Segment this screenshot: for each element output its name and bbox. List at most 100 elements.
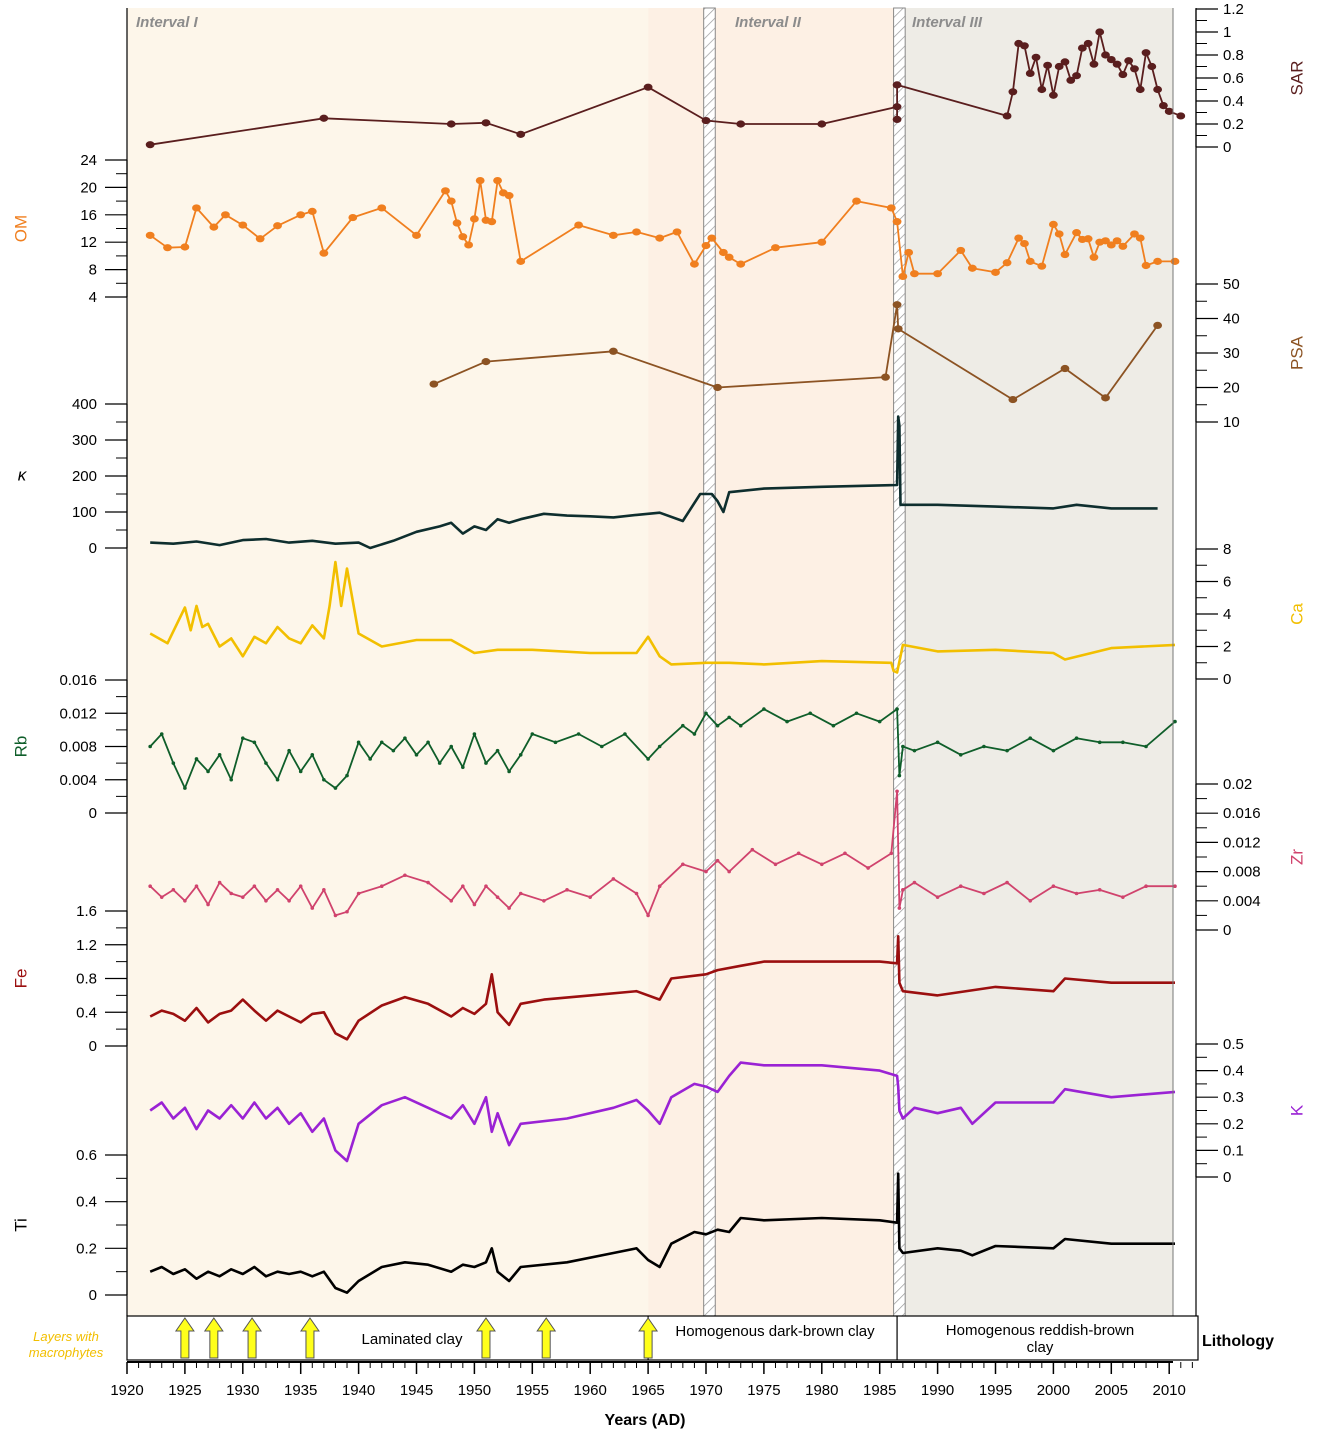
tick-label-ca: 6 <box>1223 574 1231 591</box>
data-point-zr <box>172 888 176 892</box>
data-point-rb <box>496 749 500 753</box>
x-axis: 1920 1925 1930 1935 1940 1945 1950 1955 1960 1965… <box>110 1362 1192 1429</box>
data-point-om <box>893 218 902 225</box>
tick-label-sar: 0.6 <box>1223 70 1244 87</box>
data-point-rb <box>1098 741 1102 745</box>
data-point-om <box>192 204 201 211</box>
data-point-rb <box>901 745 905 749</box>
tick-label-zr: 0.012 <box>1223 834 1261 851</box>
data-point-sar <box>893 81 902 88</box>
series-label-zr: Zr <box>1287 849 1306 865</box>
data-point-rb <box>716 724 720 728</box>
data-point-zr <box>218 881 222 885</box>
data-point-zr <box>1121 895 1125 899</box>
data-point-om <box>1171 258 1180 265</box>
data-point-sar <box>893 116 902 123</box>
x-tick-label: 1965 <box>631 1382 664 1399</box>
data-point-zr <box>898 906 902 910</box>
data-point-sar <box>516 131 525 138</box>
data-point-rb <box>693 732 697 736</box>
data-point-rb <box>507 770 511 774</box>
data-point-rb <box>600 745 604 749</box>
data-point-zr <box>588 895 592 899</box>
data-point-zr <box>843 852 847 856</box>
axis-om: 4812162024OM <box>11 152 127 306</box>
data-point-rb <box>878 720 882 724</box>
data-point-sar <box>447 120 456 127</box>
data-point-zr <box>426 881 430 885</box>
data-point-zr <box>901 888 905 892</box>
data-point-om <box>707 234 716 241</box>
axis-k: 00.10.20.30.40.5K <box>1196 1036 1306 1186</box>
data-point-rb <box>310 753 314 757</box>
data-point-zr <box>380 884 384 888</box>
data-point-om <box>968 265 977 272</box>
data-point-rb <box>148 745 152 749</box>
tick-label-k: 0 <box>1223 1169 1231 1186</box>
data-point-sar <box>1090 61 1099 68</box>
data-point-zr <box>704 870 708 874</box>
data-point-sar <box>1147 63 1156 70</box>
data-point-sar <box>1136 86 1145 93</box>
data-point-rb <box>855 711 859 715</box>
lithology-unit-1: Laminated clay <box>362 1331 463 1348</box>
data-point-om <box>933 270 942 277</box>
data-point-rb <box>959 753 963 757</box>
data-point-om <box>181 243 190 250</box>
data-point-rb <box>1173 720 1177 724</box>
data-point-rb <box>681 724 685 728</box>
data-point-zr <box>1052 884 1056 888</box>
data-point-zr <box>959 884 963 888</box>
data-point-om <box>1142 262 1151 269</box>
data-point-zr <box>496 895 500 899</box>
data-point-om <box>377 204 386 211</box>
data-point-zr <box>751 848 755 852</box>
data-point-zr <box>889 852 893 856</box>
axis-kappa: 0 100 200 300 400 κ <box>18 396 127 557</box>
tick-label-ca: 0 <box>1223 671 1231 688</box>
data-point-psa <box>482 358 491 365</box>
data-point-zr <box>160 895 164 899</box>
series-label-psa: PSA <box>1287 335 1306 370</box>
x-tick-label: 1920 <box>110 1382 143 1399</box>
data-point-om <box>991 269 1000 276</box>
data-point-om <box>1113 237 1122 244</box>
data-point-rb <box>160 732 164 736</box>
tick-label-kappa: 100 <box>72 504 97 521</box>
data-point-zr <box>183 899 187 903</box>
data-point-rb <box>206 770 210 774</box>
x-tick-label: 1940 <box>342 1382 375 1399</box>
tick-label-rb: 0.004 <box>59 772 97 789</box>
data-point-zr <box>229 892 233 896</box>
data-point-psa <box>713 384 722 391</box>
data-point-rb <box>473 732 477 736</box>
data-point-om <box>464 241 473 248</box>
data-point-sar <box>482 119 491 126</box>
data-point-sar <box>319 115 328 122</box>
data-point-om <box>296 211 305 218</box>
data-point-psa <box>1008 396 1017 403</box>
data-point-om <box>1090 254 1099 261</box>
data-point-om <box>655 234 664 241</box>
data-point-om <box>256 235 265 242</box>
tick-label-ca: 2 <box>1223 639 1231 656</box>
data-point-sar <box>1113 61 1122 68</box>
data-point-rb <box>785 720 789 724</box>
data-point-rb <box>461 765 465 769</box>
data-point-rb <box>484 761 488 765</box>
x-tick-label: 1950 <box>458 1382 491 1399</box>
data-point-om <box>852 198 861 205</box>
data-point-rb <box>936 741 940 745</box>
tick-label-rb: 0 <box>89 805 97 822</box>
data-point-om <box>898 273 907 280</box>
data-point-zr <box>913 881 917 885</box>
tick-label-fe: 0.8 <box>76 971 97 988</box>
data-point-om <box>1136 234 1145 241</box>
data-point-om <box>702 242 711 249</box>
data-point-zr <box>345 910 349 914</box>
data-point-sar <box>817 120 826 127</box>
macrophyte-label-line2: macrophytes <box>29 1345 104 1360</box>
tick-label-sar: 0.2 <box>1223 116 1244 133</box>
series-label-om: OM <box>11 215 30 242</box>
